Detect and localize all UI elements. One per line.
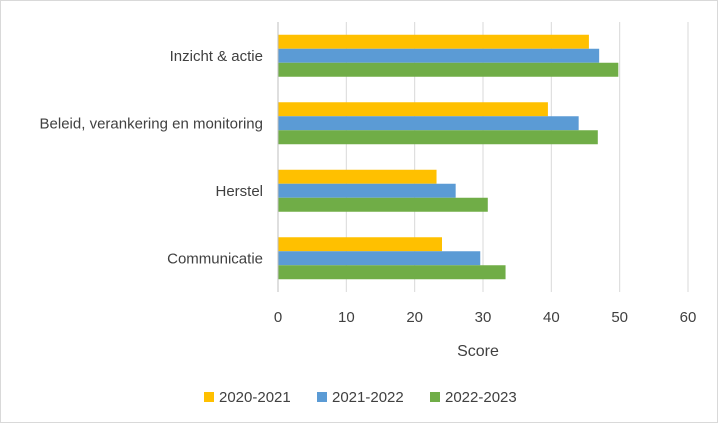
x-axis-title: Score bbox=[457, 343, 499, 360]
category-label: Herstel bbox=[215, 183, 263, 200]
bar-2021-2022 bbox=[278, 183, 456, 198]
bar-2021-2022 bbox=[278, 251, 481, 266]
x-tick-label: 60 bbox=[680, 309, 697, 326]
bar-2021-2022 bbox=[278, 48, 600, 63]
x-tick-label: 30 bbox=[475, 309, 492, 326]
bar-2022-2023 bbox=[278, 197, 488, 212]
legend-label: 2021-2022 bbox=[332, 389, 404, 406]
legend-swatch bbox=[430, 392, 440, 402]
bar-2021-2022 bbox=[278, 116, 579, 131]
legend-swatch bbox=[204, 392, 214, 402]
legend: 2020-2021 2021-2022 2022-2023 bbox=[204, 389, 517, 406]
category-label: Communicatie bbox=[167, 250, 263, 267]
legend-swatch bbox=[317, 392, 327, 402]
x-tick-label: 0 bbox=[274, 309, 282, 326]
legend-label: 2020-2021 bbox=[219, 389, 291, 406]
bars bbox=[278, 34, 619, 280]
x-tick-label: 10 bbox=[338, 309, 355, 326]
bar-2020-2021 bbox=[278, 34, 589, 49]
bar-2022-2023 bbox=[278, 130, 598, 145]
legend-label: 2022-2023 bbox=[445, 389, 517, 406]
x-tick-labels: 0 10 20 30 40 50 60 bbox=[274, 309, 697, 326]
bar-2022-2023 bbox=[278, 62, 619, 77]
category-label: Beleid, verankering en monitoring bbox=[40, 115, 263, 132]
bar-2020-2021 bbox=[278, 102, 548, 117]
category-labels: Inzicht & actie Beleid, verankering en mo… bbox=[40, 48, 263, 268]
x-tick-label: 20 bbox=[406, 309, 423, 326]
bar-2020-2021 bbox=[278, 169, 437, 184]
x-tick-label: 40 bbox=[543, 309, 560, 326]
bar-2022-2023 bbox=[278, 265, 506, 280]
x-tick-label: 50 bbox=[611, 309, 628, 326]
category-label: Inzicht & actie bbox=[170, 48, 263, 65]
bar-2020-2021 bbox=[278, 237, 442, 252]
